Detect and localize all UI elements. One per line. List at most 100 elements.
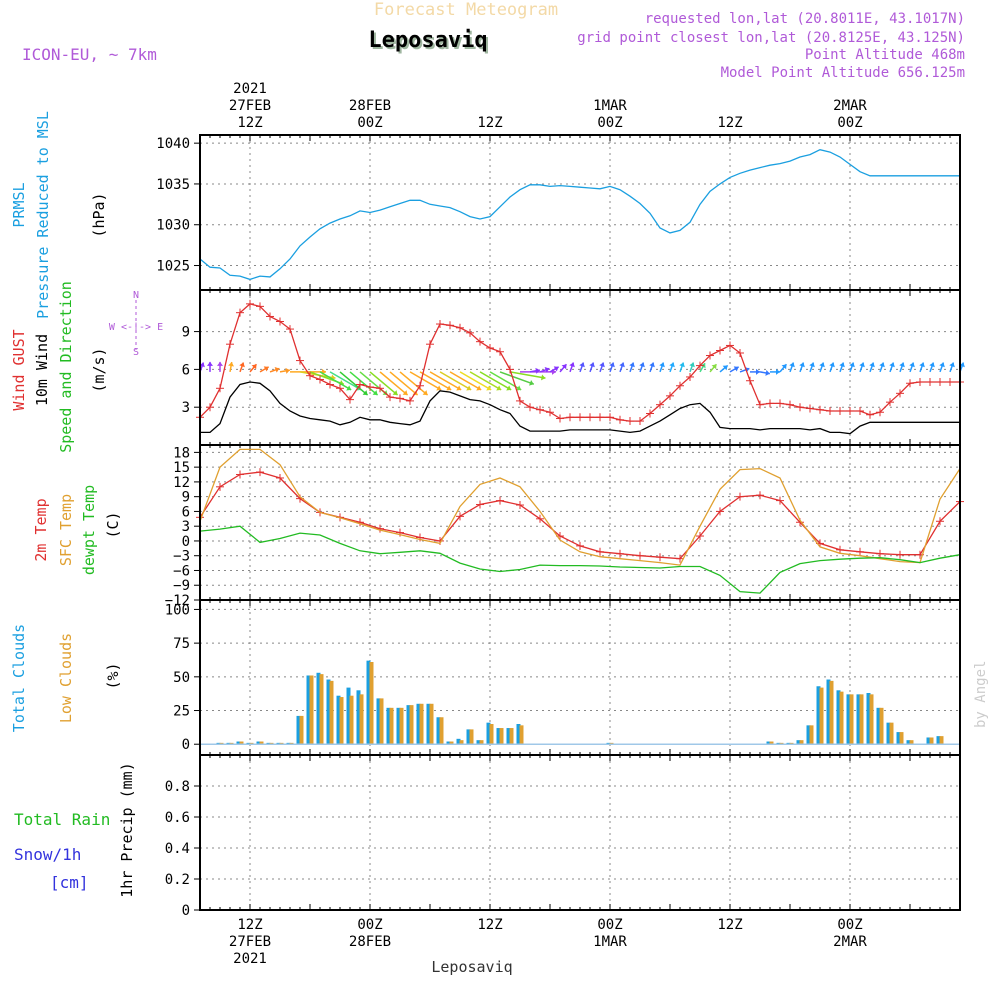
wind-arrow-head bbox=[649, 362, 655, 368]
point-altitude: Point Altitude 468m bbox=[805, 47, 965, 63]
total-cloud-bar bbox=[896, 732, 901, 745]
total-cloud-bar bbox=[936, 736, 941, 745]
total-cloud-bar bbox=[316, 672, 321, 745]
y-tick-label: 0.8 bbox=[165, 779, 190, 795]
wind-arrow-head bbox=[889, 362, 895, 368]
panel-frame bbox=[199, 754, 961, 911]
bottom-time-label: 00Z bbox=[837, 917, 862, 933]
panels: 1025103010351040369−12−9−6−3036912151802… bbox=[156, 134, 965, 919]
wind-direction-arrow bbox=[509, 371, 546, 379]
total-cloud-bar bbox=[446, 741, 451, 745]
wind-arrow-head bbox=[436, 385, 442, 391]
y-tick-label: 9 bbox=[182, 490, 190, 506]
top-time-label: 27FEB bbox=[229, 98, 271, 114]
y-tick-label: 0.2 bbox=[165, 872, 190, 888]
top-time-label: 00Z bbox=[837, 115, 862, 131]
total-cloud-bar bbox=[426, 703, 431, 745]
wind-arrow-head bbox=[809, 362, 815, 368]
wind-arrow-head bbox=[535, 367, 540, 374]
compass-north: N bbox=[133, 290, 139, 301]
wind-arrow-head bbox=[553, 366, 559, 372]
wind-arrow-head bbox=[619, 362, 625, 368]
series-line bbox=[200, 381, 960, 435]
wind-arrow-head bbox=[561, 364, 567, 370]
y-tick-label: 0.6 bbox=[165, 810, 190, 826]
wind-arrow-head bbox=[869, 362, 875, 368]
location-title-shadow: Leposaviq bbox=[370, 30, 489, 55]
wind-arrow-head bbox=[402, 390, 408, 396]
wind-arrow-head bbox=[756, 368, 760, 375]
bottom-time-label: 12Z bbox=[717, 917, 742, 933]
panel-labels: PRMSL Pressure Reduced to MSL (hPa) Wind GU… bbox=[10, 111, 163, 898]
wind-arrow-head bbox=[609, 362, 615, 368]
total-cloud-bar bbox=[856, 694, 861, 745]
wind-arrow-head bbox=[476, 385, 482, 391]
total-cloud-bar bbox=[396, 707, 401, 745]
total-cloud-bar bbox=[346, 687, 351, 745]
wind-arrow-head bbox=[859, 362, 865, 368]
panel-axis-label: Total Clouds bbox=[10, 624, 28, 732]
low-cloud-bar bbox=[409, 705, 414, 745]
low-cloud-bar bbox=[849, 694, 854, 745]
bottom-time-label: 12Z bbox=[477, 917, 502, 933]
wind-arrow-head bbox=[446, 385, 452, 391]
total-cloud-bar bbox=[766, 741, 771, 745]
wind-arrow-head bbox=[239, 362, 245, 368]
wind-arrow-head bbox=[781, 364, 787, 370]
panel-axis-label: Speed and Direction bbox=[57, 281, 75, 453]
wind-direction-arrow bbox=[449, 371, 482, 391]
location-title: Leposaviq bbox=[368, 28, 487, 53]
low-cloud-bar bbox=[359, 694, 364, 745]
wind-arrow-head bbox=[540, 374, 546, 381]
bottom-time-label: 28FEB bbox=[349, 934, 391, 950]
series-line bbox=[199, 303, 960, 422]
panel-axis-label: 1hr Precip (mm) bbox=[118, 762, 136, 897]
low-cloud-bar bbox=[449, 741, 454, 745]
y-tick-label: 3 bbox=[182, 519, 190, 535]
wind-direction-arrow bbox=[469, 371, 502, 391]
wind-arrow-head bbox=[711, 364, 717, 370]
low-cloud-bar bbox=[489, 724, 494, 745]
total-cloud-bar bbox=[906, 740, 911, 745]
panel-frame bbox=[199, 134, 961, 291]
total-cloud-bar bbox=[416, 703, 421, 745]
wind-arrow-head bbox=[362, 390, 368, 396]
wind-arrow-head bbox=[659, 362, 665, 368]
panel-axis-label: 2m Temp bbox=[32, 498, 50, 561]
y-tick-label: 12 bbox=[173, 475, 190, 491]
wind-arrow-head bbox=[929, 362, 935, 368]
total-cloud-bar bbox=[506, 728, 511, 745]
panel-axis-label: (C) bbox=[104, 511, 122, 538]
low-cloud-bar bbox=[319, 674, 324, 745]
low-cloud-bar bbox=[339, 697, 344, 745]
watermark: by Angel bbox=[973, 661, 989, 728]
wind-direction-arrow bbox=[329, 371, 362, 391]
low-cloud-bar bbox=[429, 703, 434, 745]
wind-arrow-head bbox=[639, 362, 645, 368]
wind-direction-arrow bbox=[369, 371, 399, 396]
wind-arrow-head bbox=[466, 385, 472, 391]
y-tick-label: 0 bbox=[182, 534, 190, 550]
low-cloud-bar bbox=[799, 740, 804, 745]
wind-arrow-head bbox=[274, 367, 280, 373]
y-tick-label: 50 bbox=[173, 670, 190, 686]
panel-axis-label: dewpt Temp bbox=[80, 485, 98, 575]
wind-direction-arrow bbox=[429, 371, 462, 391]
total-cloud-bar bbox=[826, 679, 831, 745]
total-cloud-bar bbox=[926, 737, 931, 745]
wind-arrow-head bbox=[579, 362, 585, 368]
total-cloud-bar bbox=[866, 693, 871, 745]
wind-direction-arrow bbox=[499, 371, 535, 385]
total-cloud-bar bbox=[386, 707, 391, 745]
top-time-label: 28FEB bbox=[349, 98, 391, 114]
total-rain-label: Total Rain bbox=[14, 810, 110, 829]
low-cloud-bar bbox=[389, 707, 394, 745]
low-cloud-bar bbox=[769, 741, 774, 745]
wind-arrow-head bbox=[799, 362, 805, 368]
wind-arrow-head bbox=[589, 362, 595, 368]
wind-direction-arrow bbox=[319, 371, 352, 391]
total-cloud-bar bbox=[336, 695, 341, 745]
wind-arrow-head bbox=[765, 369, 770, 376]
total-cloud-bar bbox=[356, 690, 361, 745]
low-cloud-bar bbox=[419, 703, 424, 745]
